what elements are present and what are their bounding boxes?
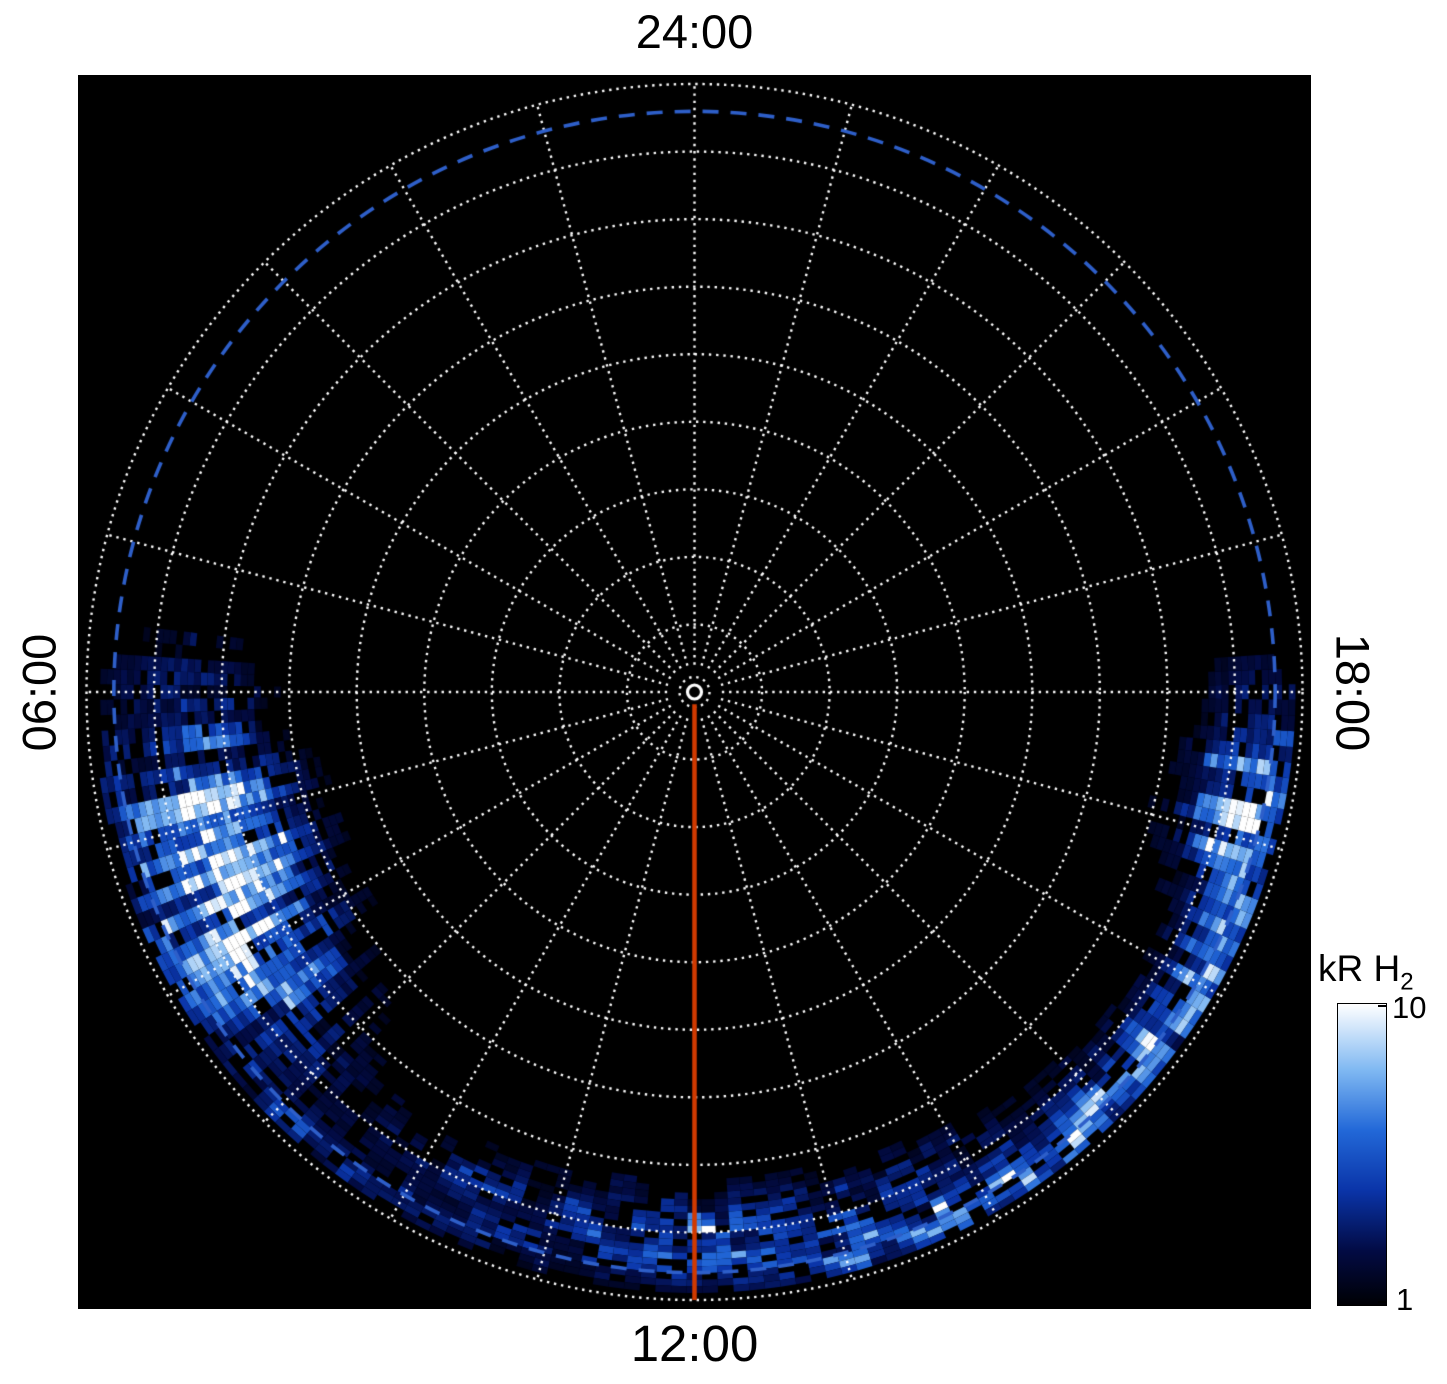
colorbar-label: kR H2 [1318, 948, 1414, 996]
colorbar-tick-max: 10 [1392, 990, 1427, 1025]
colorbar-label-subscript: 2 [1400, 968, 1414, 996]
polar-plot-area [78, 75, 1311, 1309]
aurora-polar-map-canvas [78, 75, 1311, 1309]
axis-label-dusk-text: 18:00 [1326, 633, 1380, 751]
colorbar-tick-mark-max [1378, 1005, 1387, 1007]
colorbar: kR H2 10 1 [1316, 948, 1447, 1324]
colorbar-tick-mark-min [1378, 1301, 1387, 1303]
axis-label-dawn: 06:00 [0, 75, 78, 1309]
axis-label-midnight: 24:00 [635, 5, 754, 58]
axis-label-dawn-text: 06:00 [12, 633, 66, 751]
axis-label-noon: 12:00 [630, 1315, 759, 1372]
colorbar-label-text: kR H [1318, 948, 1401, 989]
colorbar-gradient [1337, 1003, 1387, 1306]
colorbar-tick-min: 1 [1396, 1282, 1414, 1317]
